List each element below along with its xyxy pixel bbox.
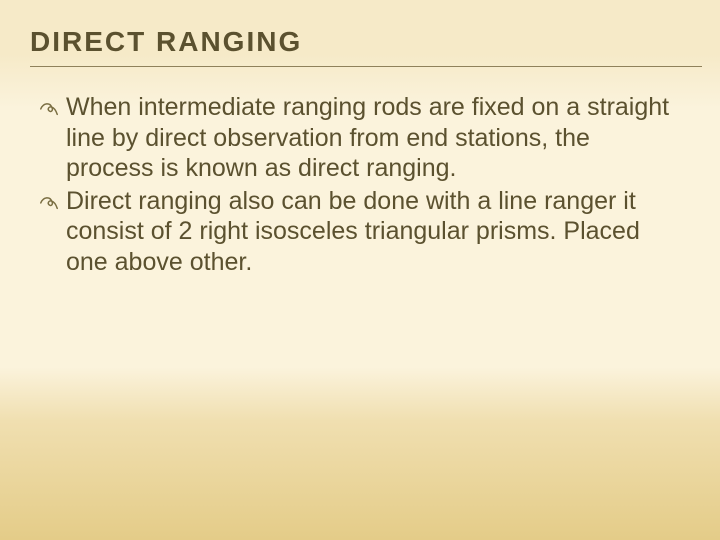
flourish-icon — [38, 190, 62, 214]
bullet-text: Direct ranging also can be done with a l… — [66, 187, 640, 276]
bullet-item: When intermediate ranging rods are fixed… — [38, 92, 672, 184]
flourish-icon — [38, 96, 62, 120]
bullet-text: When intermediate ranging rods are fixed… — [66, 93, 669, 182]
slide-body: When intermediate ranging rods are fixed… — [38, 92, 672, 279]
slide: DIRECT RANGING When intermediate ranging… — [0, 0, 720, 540]
bullet-item: Direct ranging also can be done with a l… — [38, 186, 672, 278]
title-container: DIRECT RANGING — [30, 26, 702, 67]
slide-title: DIRECT RANGING — [30, 26, 702, 58]
